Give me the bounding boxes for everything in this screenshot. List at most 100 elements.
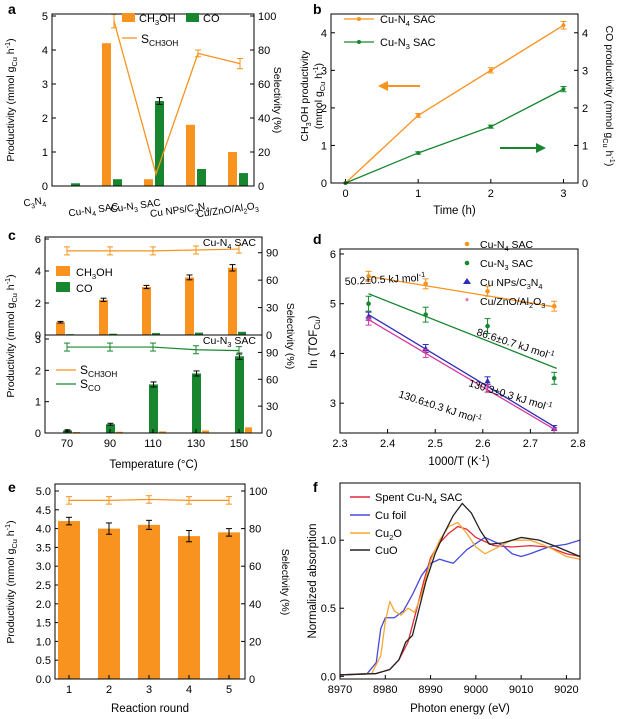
label-part: OH bbox=[159, 13, 176, 25]
data-point bbox=[366, 274, 371, 279]
y-tick-label: 5.0 bbox=[36, 486, 51, 498]
x-axis-title: Photon energy (eV) bbox=[410, 703, 510, 715]
x-tick-label: 4 bbox=[186, 684, 192, 696]
label-part: SAC bbox=[410, 37, 436, 49]
label-part: -1 bbox=[3, 42, 12, 49]
activation-energy-label: 50.2±0.5 kJ mol-1 bbox=[344, 270, 425, 288]
y-tick-label: 90 bbox=[266, 248, 278, 260]
label-part: 4 bbox=[227, 242, 231, 251]
subpanel-title: Cu-N3 SAC bbox=[203, 335, 257, 349]
legend-co: CO bbox=[203, 13, 220, 25]
label-part: (mmol g bbox=[313, 91, 325, 129]
x-tick-label: 9020 bbox=[554, 684, 578, 696]
x-tick-label: 3 bbox=[146, 684, 152, 696]
label-part: CO bbox=[203, 13, 220, 25]
panel-label: f bbox=[313, 479, 318, 495]
legend-marker bbox=[357, 17, 361, 21]
category-label: Cu-N3 SAC bbox=[110, 198, 162, 218]
activation-energy-label: 130.6±0.3 kJ mol-1 bbox=[397, 387, 484, 427]
label-part: ln (TOF bbox=[308, 330, 320, 369]
x-tick-label: 2 bbox=[488, 188, 494, 200]
bar-co bbox=[235, 356, 244, 433]
y-tick-label: 100 bbox=[249, 486, 267, 498]
y-tick-label: 4 bbox=[42, 45, 48, 57]
y-tick-label: 1.0 bbox=[36, 636, 51, 648]
x-tick-label: 8970 bbox=[328, 684, 352, 696]
x-tick-label: 0 bbox=[342, 188, 348, 200]
label-part: -1 bbox=[3, 524, 12, 531]
label-part: Productivity (mmol g bbox=[5, 548, 17, 643]
y-tick-label: 60 bbox=[258, 79, 270, 91]
label-part: N bbox=[531, 277, 539, 289]
data-point bbox=[416, 150, 421, 155]
label-part: 4 bbox=[406, 19, 411, 28]
series-line bbox=[345, 24, 564, 184]
bar-co bbox=[239, 173, 248, 186]
label-part: 3 bbox=[527, 282, 531, 291]
label-part: N bbox=[197, 201, 206, 213]
label-part: CH bbox=[299, 126, 311, 141]
label-part: CH3OH bbox=[149, 38, 178, 48]
legend-entry: Cu NPs/C3N4 bbox=[480, 277, 542, 291]
y-tick-label: 1 bbox=[35, 397, 41, 409]
label-part: Cu bbox=[375, 528, 389, 540]
y-tick-label: 1 bbox=[321, 140, 327, 152]
bar-ch3oh bbox=[202, 430, 209, 433]
x-tick-label: 130 bbox=[187, 438, 205, 450]
label-part: 2 bbox=[243, 208, 248, 215]
legend-ch3oh: CH3OH bbox=[76, 267, 113, 281]
label-part: O bbox=[246, 201, 255, 213]
label-part: 86.6±0.7 kJ mol bbox=[475, 326, 549, 360]
y-tick-label: 2.0 bbox=[36, 599, 51, 611]
bar-co bbox=[238, 331, 246, 335]
legend-marker bbox=[463, 278, 471, 284]
y-tick-label: 3 bbox=[35, 334, 41, 346]
bar-ch3oh bbox=[116, 431, 123, 433]
y-axis-title-2: (mmol gCu h-1) bbox=[311, 63, 327, 129]
label-part: 3 bbox=[194, 208, 199, 215]
label-part: 3 bbox=[31, 203, 36, 210]
y-tick-label: 4 bbox=[321, 28, 327, 40]
label-part: ) bbox=[5, 520, 17, 524]
data-point bbox=[551, 375, 557, 381]
category-label: C3N4 bbox=[23, 196, 47, 212]
label-part: 50.2±0.5 kJ mol bbox=[345, 272, 420, 288]
bar-co bbox=[71, 183, 80, 186]
y-tick-label: 1 bbox=[42, 147, 48, 159]
y-tick-label: 0 bbox=[258, 181, 264, 193]
subpanel-title: Cu-N4 SAC bbox=[203, 237, 257, 251]
axes-frame bbox=[330, 13, 579, 184]
data-point: * bbox=[424, 348, 429, 360]
y-tick-label: 3.0 bbox=[36, 561, 51, 573]
label-part: 1000/T (K bbox=[428, 456, 479, 468]
label-part: 4 bbox=[505, 244, 509, 253]
label-part: 130.3±0.3 kJ mol bbox=[467, 377, 547, 412]
axes-frame bbox=[339, 482, 581, 680]
y2-axis-title: Selectivity (%) bbox=[271, 67, 283, 134]
label-part: SAC bbox=[137, 198, 162, 212]
data-point bbox=[484, 377, 491, 384]
label-part: SAC bbox=[410, 14, 436, 26]
y-tick-label: 0 bbox=[35, 428, 41, 440]
label-part: Cu/ZnO/Al bbox=[480, 296, 529, 308]
data-point: * bbox=[552, 426, 557, 438]
y-tick-label: 20 bbox=[249, 636, 261, 648]
legend-s-co: SCO bbox=[80, 377, 101, 393]
y-tick-label: 40 bbox=[249, 599, 261, 611]
label-part: Cu-N bbox=[110, 201, 135, 215]
x-tick-label: 2.6 bbox=[475, 438, 490, 450]
x-axis-title: Time (h) bbox=[433, 205, 476, 217]
y-tick-label: 0 bbox=[249, 674, 255, 686]
legend-entry: CuO bbox=[375, 545, 398, 557]
label-part: 3 bbox=[304, 122, 313, 126]
label-part: h bbox=[5, 284, 17, 293]
label-part: SAC bbox=[509, 239, 534, 251]
series-line bbox=[345, 88, 564, 184]
legend-entry: Cu2O bbox=[375, 528, 402, 542]
y-axis-title: Productivity (mmol gCu h-1) bbox=[3, 274, 19, 397]
label-part: CO productivity (mmol g bbox=[603, 26, 615, 139]
label-part: ) bbox=[486, 456, 490, 468]
y-axis-title: Productivity (mmol gCu h-1) bbox=[3, 38, 19, 161]
data-point bbox=[485, 288, 490, 294]
label-part: Cu-N bbox=[380, 14, 406, 26]
